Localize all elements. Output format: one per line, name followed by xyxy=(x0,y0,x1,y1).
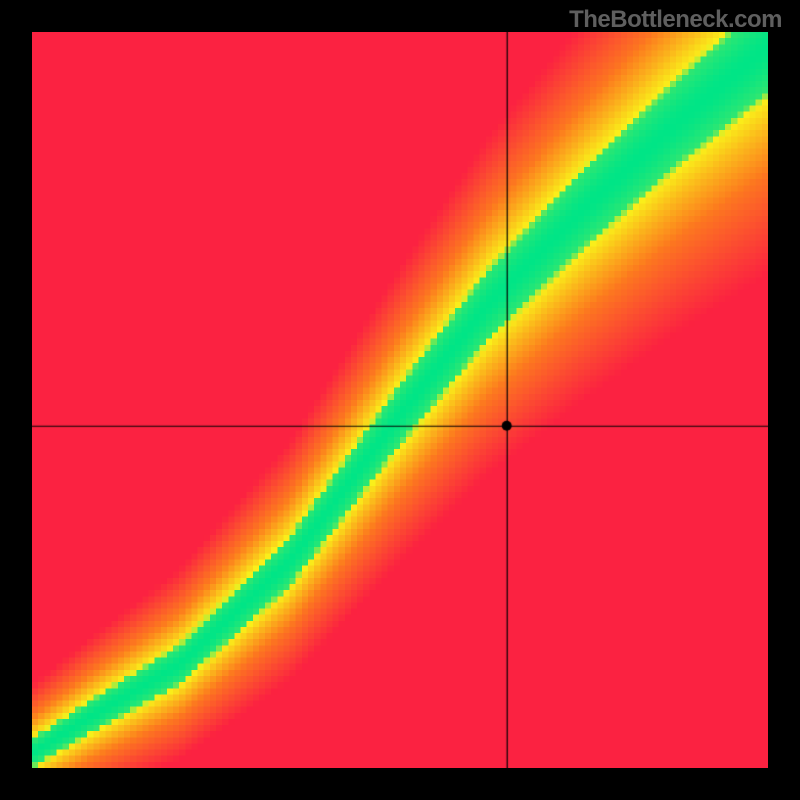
watermark-text: TheBottleneck.com xyxy=(569,6,782,34)
bottleneck-heatmap xyxy=(32,32,768,768)
chart-container: TheBottleneck.com xyxy=(0,0,800,800)
